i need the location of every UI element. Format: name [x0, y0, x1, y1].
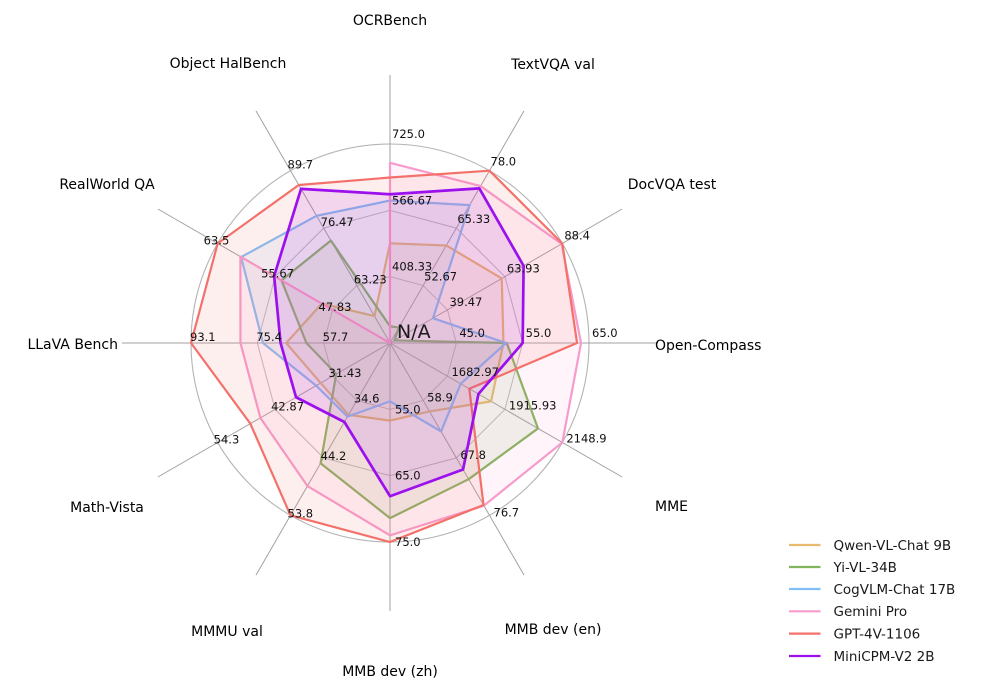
tick-label: 39.47 — [449, 295, 482, 309]
axis-spoke — [389, 208, 623, 344]
tick-label: 55.0 — [395, 402, 421, 416]
tick-label: 58.9 — [427, 390, 453, 404]
legend-label: GPT-4V-1106 — [834, 626, 921, 642]
axis-label: Math-Vista — [70, 500, 144, 516]
tick-label: 78.0 — [491, 155, 517, 169]
tick-label: 31.43 — [329, 366, 362, 380]
tick-label: 1682.97 — [451, 365, 499, 379]
axis-label: MMB dev (en) — [505, 622, 602, 638]
tick-label: 54.3 — [214, 433, 240, 447]
tick-label: 65.0 — [592, 326, 618, 340]
tick-label: 408.33 — [392, 260, 432, 274]
legend-label: Qwen-VL-Chat 9B — [834, 538, 952, 554]
legend-label: CogVLM-Chat 17B — [834, 582, 956, 598]
tick-label: 89.7 — [288, 158, 314, 172]
center-na-label: N/A — [397, 321, 431, 343]
tick-label: 75.4 — [256, 330, 282, 344]
tick-label: 45.0 — [459, 326, 485, 340]
axis-label: OCRBench — [353, 13, 427, 29]
tick-label: 52.67 — [424, 270, 457, 284]
axis-label: TextVQA val — [510, 57, 595, 73]
tick-label: 93.1 — [190, 330, 216, 344]
tick-label: 65.33 — [457, 212, 490, 226]
tick-label: 75.0 — [395, 535, 421, 549]
axis-label: Open-Compass — [655, 338, 761, 354]
tick-label: 67.8 — [460, 448, 486, 462]
tick-label: 88.4 — [564, 229, 590, 243]
tick-label: 57.7 — [323, 330, 349, 344]
legend-label: Yi-VL-34B — [833, 560, 897, 576]
series-polygon-minicpm-v2-2b — [272, 186, 525, 498]
axis-spoke — [255, 110, 391, 344]
axis-spoke — [389, 342, 623, 478]
tick-label: 53.8 — [288, 506, 314, 520]
axis-label: Object HalBench — [170, 56, 287, 72]
axis-label: DocVQA test — [628, 177, 717, 193]
tick-label: 44.2 — [321, 449, 347, 463]
legend-label: MiniCPM-V2 2B — [834, 649, 935, 665]
axis-label: LLaVA Bench — [27, 337, 118, 353]
tick-label: 1915.93 — [509, 398, 557, 412]
axis-spoke — [157, 342, 391, 478]
axis-label: MMB dev (zh) — [342, 664, 438, 680]
axis-spoke — [389, 342, 525, 576]
tick-label: 63.5 — [204, 234, 230, 248]
tick-label: 65.0 — [395, 469, 421, 483]
tick-label: 55.0 — [526, 326, 552, 340]
tick-label: 76.47 — [321, 215, 354, 229]
axis-label: RealWorld QA — [59, 177, 155, 193]
series-polygon-gpt-4v-1106 — [189, 169, 579, 544]
axis-label: MME — [655, 499, 688, 515]
axis-spoke — [255, 342, 391, 576]
tick-label: 566.67 — [392, 193, 432, 207]
tick-label: 63.93 — [507, 262, 540, 276]
axis-label: MMMU val — [191, 624, 263, 640]
tick-label: 55.67 — [261, 267, 294, 281]
tick-label: 34.6 — [354, 391, 380, 405]
tick-label: 725.0 — [392, 127, 425, 141]
tick-label: 2148.9 — [566, 432, 606, 446]
tick-label: 76.7 — [494, 505, 520, 519]
tick-label: 47.83 — [319, 300, 352, 314]
axis-spoke — [389, 110, 525, 344]
legend-label: Gemini Pro — [834, 604, 908, 620]
tick-label: 42.87 — [271, 399, 304, 413]
tick-label: 63.23 — [354, 273, 387, 287]
